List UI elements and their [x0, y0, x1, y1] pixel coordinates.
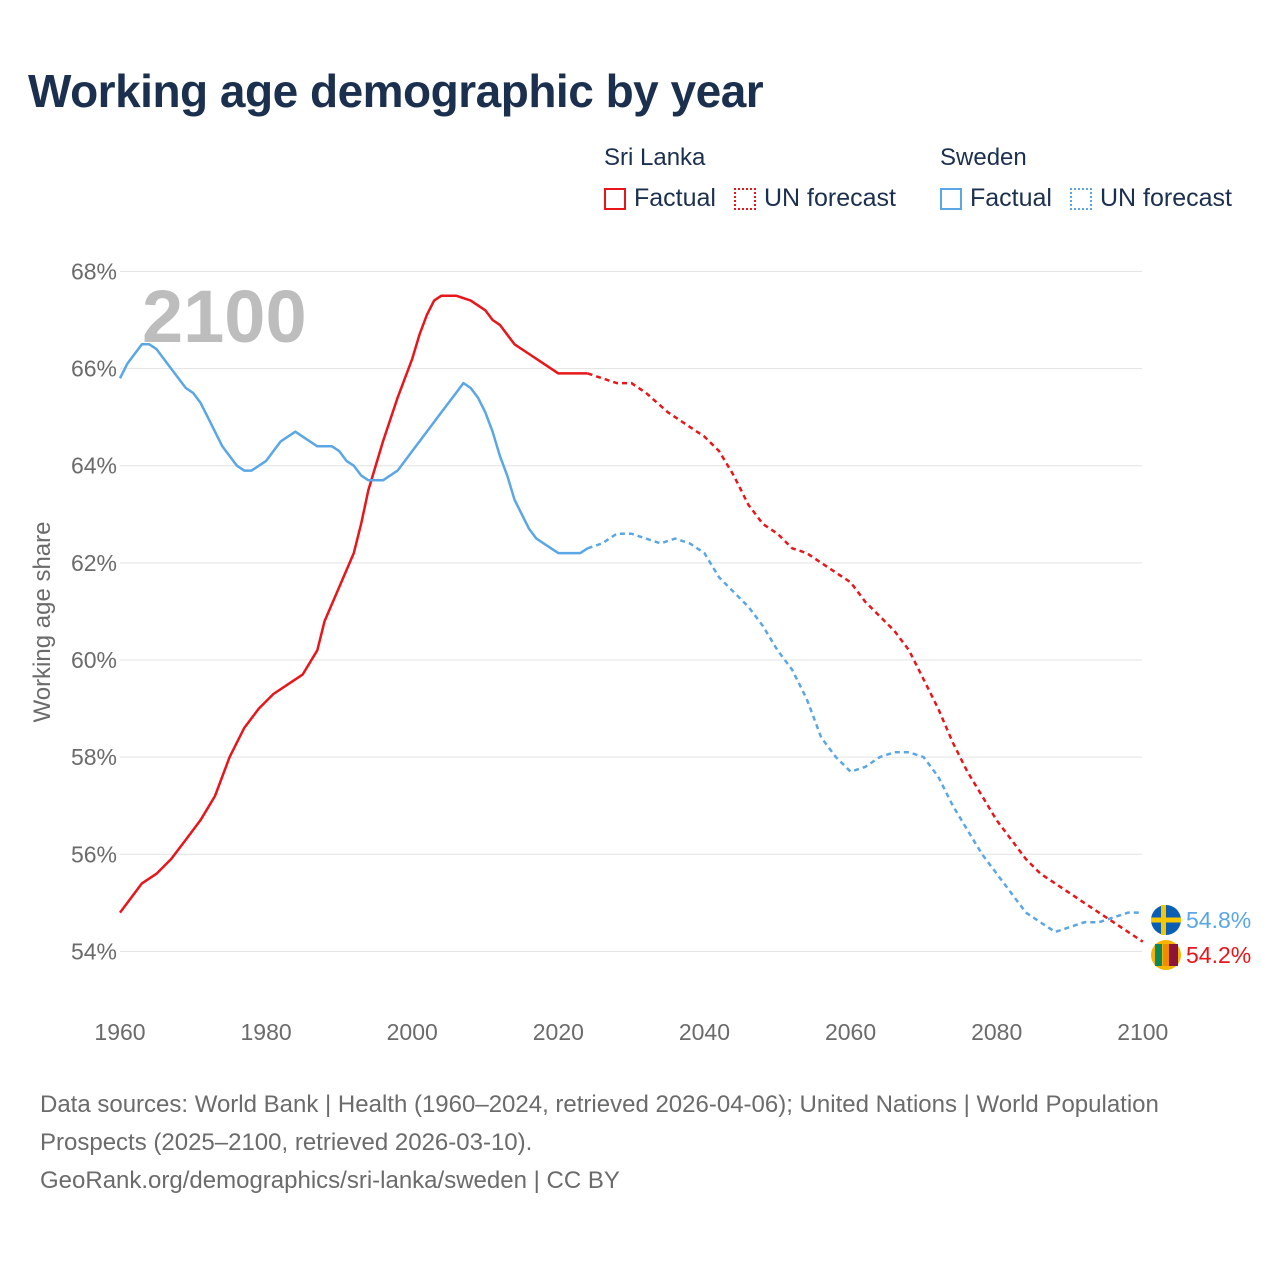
- y-tick-label: 56%: [71, 841, 117, 867]
- series-lines: [118, 294, 1144, 943]
- footer-credit[interactable]: GeoRank.org/demographics/sri-lanka/swede…: [40, 1167, 620, 1194]
- line-chart: 54% 56% 58% 60% 62% 64% 66% 68% 1960 1980 2000 202…: [29, 258, 1251, 1045]
- series-line-sri-lanka-forecast[interactable]: [587, 372, 1144, 943]
- x-tick-label: 1980: [241, 1019, 292, 1045]
- legend-swatch-sri-lanka-factual: [604, 187, 626, 210]
- footer: Data sources: World Bank | Health (1960–…: [40, 1086, 1220, 1200]
- legend-label-sweden-factual: Factual: [970, 184, 1052, 212]
- x-tick-label: 2100: [1117, 1019, 1168, 1045]
- y-tick-label: 58%: [71, 744, 117, 770]
- x-tick-label: 2000: [387, 1019, 438, 1045]
- legend-item-sweden-forecast[interactable]: UN forecast: [1069, 184, 1232, 213]
- footer-sources: Data sources: World Bank | Health (1960–…: [40, 1091, 1159, 1156]
- legend-label-sweden-forecast: UN forecast: [1099, 184, 1232, 212]
- grid-lines: [120, 270, 1142, 952]
- legend-label-sri-lanka-forecast: UN forecast: [763, 184, 896, 212]
- year-watermark: 2100: [142, 275, 307, 358]
- y-axis-label: Working age share: [29, 522, 56, 723]
- legend-country-sri-lanka: Sri Lanka: [604, 144, 706, 171]
- y-axis-ticks: 54% 56% 58% 60% 62% 64% 66% 68%: [71, 258, 117, 964]
- x-tick-label: 2040: [679, 1019, 730, 1045]
- end-value-label-sweden: 54.8%: [1186, 907, 1251, 933]
- end-flag-sweden-icon: [1151, 905, 1181, 935]
- x-tick-label: 2060: [825, 1019, 876, 1045]
- legend-swatch-sweden-factual: [940, 187, 962, 210]
- series-end-markers: 54.2% 54.8%: [1151, 905, 1251, 970]
- legend-country-sweden: Sweden: [940, 144, 1027, 171]
- legend-item-sweden-factual[interactable]: Factual: [940, 184, 1052, 213]
- legend-sweden: Sweden Factual UN forecast: [940, 144, 1232, 213]
- x-axis-ticks: 1960 1980 2000 2020 2040 2060 2080 2100: [94, 1019, 1168, 1045]
- y-tick-label: 60%: [71, 647, 117, 673]
- x-tick-label: 2020: [533, 1019, 584, 1045]
- legend-item-sri-lanka-factual[interactable]: Factual: [604, 184, 716, 213]
- legend-swatch-sri-lanka-forecast: [733, 187, 756, 210]
- end-flag-sri-lanka-icon: [1151, 940, 1181, 970]
- x-tick-label: 1960: [94, 1019, 145, 1045]
- legend-item-sri-lanka-forecast[interactable]: UN forecast: [733, 184, 896, 213]
- y-tick-label: 64%: [71, 453, 117, 479]
- series-line-sweden-factual[interactable]: [118, 343, 589, 555]
- series-line-sri-lanka-factual[interactable]: [119, 294, 588, 914]
- end-value-label-sri-lanka: 54.2%: [1186, 942, 1251, 968]
- y-tick-label: 62%: [71, 550, 117, 576]
- y-tick-label: 54%: [71, 938, 117, 964]
- legend-sri-lanka: Sri Lanka Factual UN forecast: [604, 144, 914, 213]
- x-tick-label: 2080: [971, 1019, 1022, 1045]
- legend-label-sri-lanka-factual: Factual: [634, 184, 716, 212]
- y-tick-label: 68%: [71, 258, 117, 284]
- y-tick-label: 66%: [71, 356, 117, 382]
- series-line-sweden-forecast[interactable]: [587, 532, 1143, 934]
- chart-title: Working age demographic by year: [28, 65, 764, 117]
- legend-swatch-sweden-forecast: [1069, 187, 1092, 210]
